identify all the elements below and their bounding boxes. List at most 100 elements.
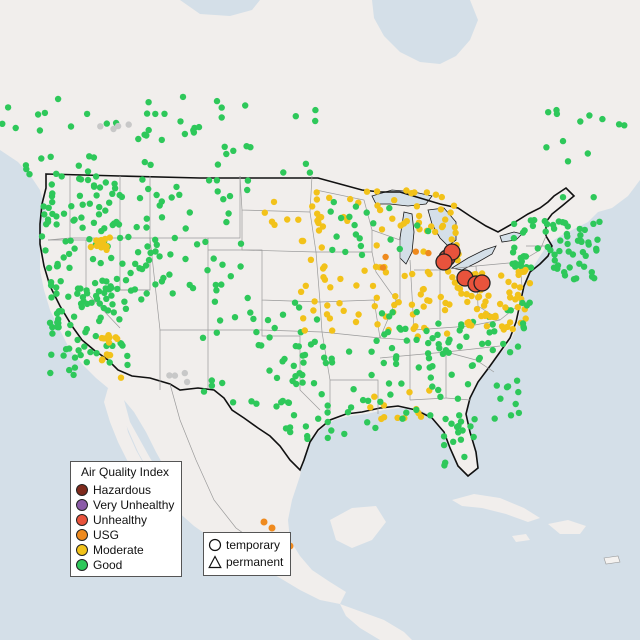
moderate-station-marker	[299, 237, 307, 245]
good-station-marker	[403, 337, 410, 344]
good-station-marker	[176, 191, 183, 198]
good-station-marker	[315, 415, 322, 422]
moderate-station-marker	[117, 374, 125, 381]
good-station-marker	[287, 428, 294, 436]
good-station-marker	[429, 383, 436, 390]
good-station-marker	[299, 379, 306, 386]
good-station-marker	[220, 196, 227, 203]
good-station-marker	[588, 273, 596, 280]
usg-station-marker	[260, 518, 268, 526]
good-station-marker	[12, 124, 19, 132]
good-station-marker	[387, 236, 394, 243]
moderate-station-marker	[450, 202, 458, 209]
good-station-marker	[53, 170, 60, 177]
moderate-station-marker	[411, 189, 418, 196]
good-station-marker	[564, 240, 571, 248]
good-station-marker	[75, 347, 82, 354]
good-station-marker	[74, 336, 81, 344]
moderate-station-marker	[300, 315, 307, 322]
good-station-marker	[90, 219, 98, 226]
good-station-marker	[36, 127, 44, 134]
good-station-marker	[531, 216, 538, 224]
good-station-marker	[448, 371, 455, 378]
good-station-marker	[266, 367, 273, 374]
good-station-marker	[44, 216, 52, 223]
good-station-marker	[324, 434, 331, 442]
good-station-marker	[87, 348, 94, 356]
moderate-station-marker	[329, 327, 336, 334]
usg-station-marker	[268, 524, 276, 532]
good-station-marker	[145, 256, 153, 264]
moderate-station-marker	[337, 275, 344, 283]
good-station-marker	[26, 171, 33, 178]
good-station-marker	[324, 409, 331, 416]
good-station-marker	[111, 180, 118, 187]
good-station-marker	[54, 260, 61, 268]
good-station-marker	[41, 109, 49, 117]
good-station-marker	[143, 215, 150, 222]
good-station-marker	[77, 351, 84, 359]
good-station-marker	[364, 397, 372, 404]
good-station-marker	[181, 130, 189, 138]
moderate-station-marker	[270, 198, 278, 206]
moderate-station-marker	[367, 404, 374, 411]
good-station-marker	[193, 241, 201, 248]
unhealthy-station-marker	[435, 253, 453, 271]
good-station-marker	[576, 225, 583, 233]
moderate-station-marker	[315, 227, 323, 234]
good-station-marker	[456, 412, 463, 419]
good-station-marker	[250, 315, 257, 323]
good-station-marker	[101, 289, 108, 297]
moderate-station-marker	[419, 286, 427, 293]
moderate-station-marker	[465, 321, 472, 329]
moderate-station-marker	[409, 270, 416, 278]
moderate-station-marker	[432, 191, 440, 198]
good-station-marker	[352, 203, 360, 210]
good-station-marker	[223, 218, 230, 226]
good-station-marker	[454, 395, 462, 402]
good-station-marker	[237, 240, 245, 247]
good-station-marker	[109, 301, 116, 308]
legend-label: Hazardous	[93, 482, 152, 497]
good-station-marker	[403, 409, 410, 416]
good-station-marker	[74, 290, 81, 297]
good-station-marker	[40, 203, 47, 210]
good-station-marker	[158, 214, 166, 221]
good-station-marker	[58, 173, 65, 180]
moderate-station-marker	[317, 213, 325, 221]
good-station-marker	[210, 255, 217, 262]
jamaica	[512, 534, 530, 542]
moderate-station-marker	[449, 274, 456, 281]
good-station-marker	[158, 136, 165, 144]
good-station-marker	[279, 397, 286, 405]
moderate-station-marker	[417, 291, 424, 298]
good-station-marker	[557, 237, 564, 244]
central-america	[340, 604, 412, 640]
good-station-marker	[350, 386, 357, 393]
moderate-station-marker	[327, 284, 334, 291]
good-station-marker	[79, 224, 86, 231]
good-station-marker	[65, 250, 73, 258]
moderate-station-marker	[468, 292, 475, 300]
good-station-marker	[53, 284, 60, 291]
puerto-rico	[603, 555, 621, 565]
good-station-marker	[76, 192, 84, 199]
moderate-station-marker	[369, 282, 377, 290]
good-station-marker	[38, 233, 46, 240]
good-station-marker	[171, 234, 178, 242]
good-station-marker	[264, 316, 272, 324]
good-station-marker	[121, 298, 128, 305]
good-station-marker	[49, 330, 56, 337]
good-station-marker	[161, 110, 168, 118]
yucatan	[330, 506, 386, 548]
good-station-marker	[48, 351, 55, 358]
moderate-station-marker	[475, 293, 483, 300]
moderate-station-marker	[371, 303, 378, 310]
good-station-marker	[226, 192, 234, 200]
good-station-marker	[577, 232, 584, 239]
good-swatch-icon	[76, 558, 88, 571]
good-station-marker	[358, 251, 366, 259]
good-station-marker	[337, 214, 345, 222]
good-station-marker	[91, 279, 99, 287]
legend-item-usg: USG	[76, 527, 119, 542]
